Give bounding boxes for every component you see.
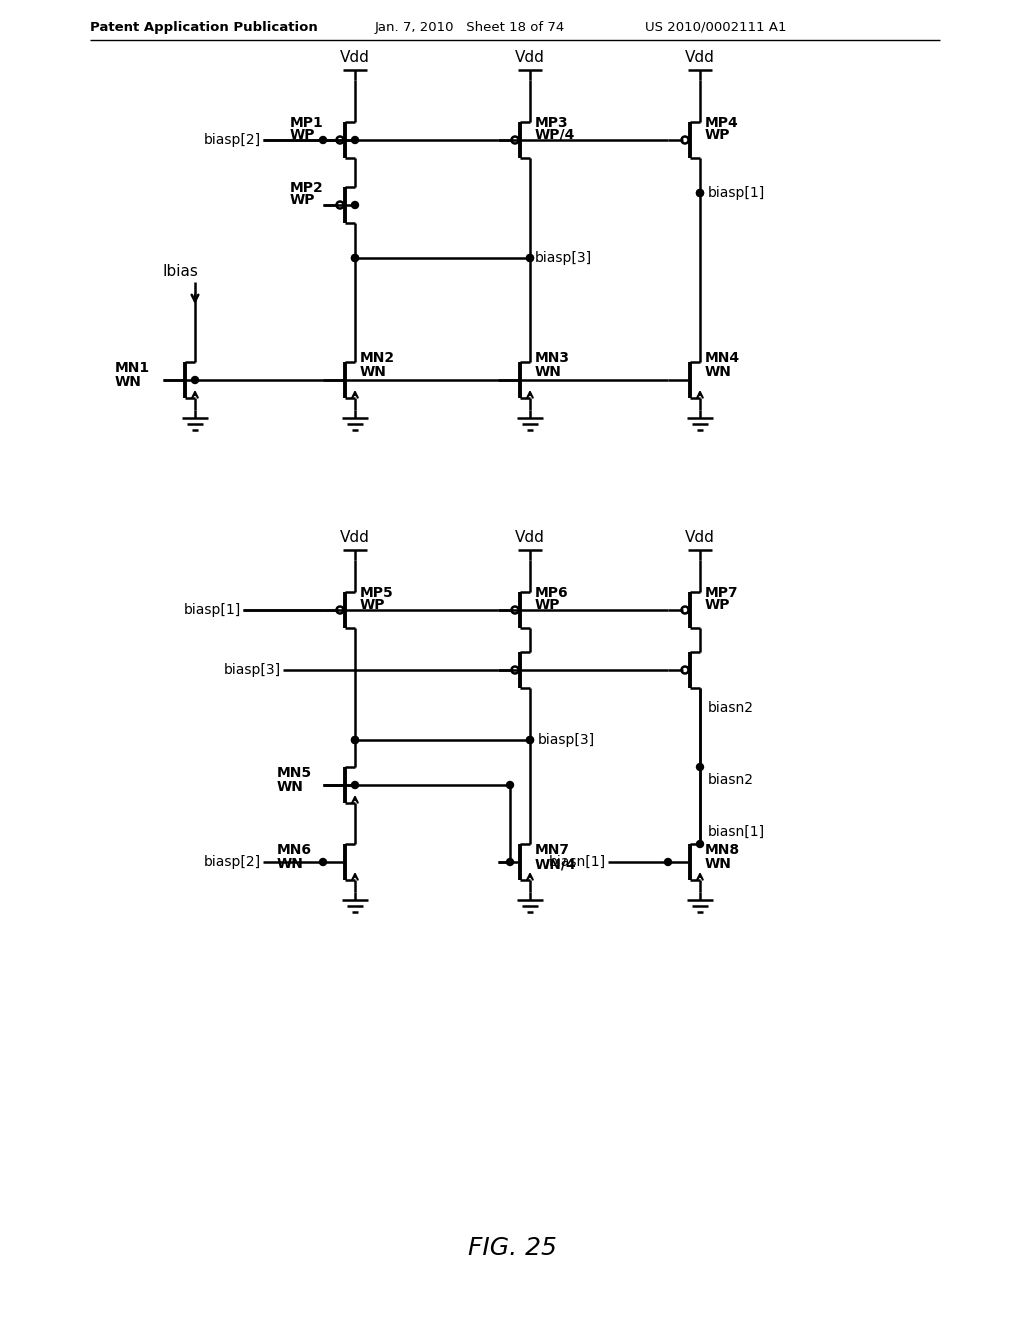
- Text: MP4: MP4: [705, 116, 738, 129]
- Text: biasn2: biasn2: [708, 774, 754, 787]
- Text: MN1: MN1: [115, 360, 151, 375]
- Text: biasn[1]: biasn[1]: [708, 825, 765, 840]
- Text: Vdd: Vdd: [340, 531, 370, 545]
- Text: biasp[3]: biasp[3]: [535, 251, 592, 265]
- Text: Vdd: Vdd: [515, 531, 545, 545]
- Text: Vdd: Vdd: [515, 50, 545, 66]
- Text: WP: WP: [705, 598, 730, 612]
- Text: biasp[2]: biasp[2]: [204, 855, 261, 869]
- Text: WP: WP: [290, 193, 315, 207]
- Circle shape: [696, 190, 703, 197]
- Text: FIG. 25: FIG. 25: [468, 1236, 556, 1261]
- Text: biasp[1]: biasp[1]: [708, 186, 765, 201]
- Circle shape: [526, 255, 534, 261]
- Circle shape: [351, 737, 358, 743]
- Text: US 2010/0002111 A1: US 2010/0002111 A1: [645, 21, 786, 33]
- Text: Vdd: Vdd: [685, 531, 715, 545]
- Text: WP: WP: [705, 128, 730, 143]
- Text: MN7: MN7: [535, 843, 570, 857]
- Text: biasp[1]: biasp[1]: [183, 603, 241, 616]
- Circle shape: [351, 136, 358, 144]
- Text: MP3: MP3: [535, 116, 568, 129]
- Text: biasp[3]: biasp[3]: [224, 663, 281, 677]
- Text: WN: WN: [705, 857, 732, 871]
- Text: WN: WN: [535, 366, 562, 379]
- Text: biasp[3]: biasp[3]: [538, 733, 595, 747]
- Text: WP: WP: [360, 598, 385, 612]
- Text: Patent Application Publication: Patent Application Publication: [90, 21, 317, 33]
- Circle shape: [351, 202, 358, 209]
- Text: WP: WP: [290, 128, 315, 143]
- Text: WN: WN: [278, 780, 304, 795]
- Circle shape: [191, 376, 199, 384]
- Circle shape: [507, 781, 513, 788]
- Text: Ibias: Ibias: [163, 264, 199, 280]
- Text: MP1: MP1: [290, 116, 324, 129]
- Text: MN8: MN8: [705, 843, 740, 857]
- Text: MN4: MN4: [705, 351, 740, 366]
- Circle shape: [507, 858, 513, 866]
- Circle shape: [696, 763, 703, 771]
- Text: MN5: MN5: [278, 766, 312, 780]
- Circle shape: [696, 841, 703, 847]
- Text: biasp[2]: biasp[2]: [204, 133, 261, 147]
- Circle shape: [526, 737, 534, 743]
- Text: MP2: MP2: [290, 181, 324, 195]
- Text: WN: WN: [705, 366, 732, 379]
- Text: Vdd: Vdd: [685, 50, 715, 66]
- Circle shape: [526, 255, 534, 261]
- Text: MP7: MP7: [705, 586, 738, 601]
- Text: MN2: MN2: [360, 351, 395, 366]
- Circle shape: [665, 858, 672, 866]
- Text: MP6: MP6: [535, 586, 568, 601]
- Text: WN: WN: [115, 375, 142, 389]
- Circle shape: [696, 190, 703, 197]
- Circle shape: [351, 781, 358, 788]
- Circle shape: [526, 737, 534, 743]
- Text: WN/4: WN/4: [535, 857, 577, 871]
- Text: WN: WN: [278, 857, 304, 871]
- Text: Vdd: Vdd: [340, 50, 370, 66]
- Text: biasn[1]: biasn[1]: [549, 855, 606, 869]
- Text: biasn2: biasn2: [708, 701, 754, 715]
- Text: MP5: MP5: [360, 586, 394, 601]
- Circle shape: [351, 255, 358, 261]
- Circle shape: [351, 737, 358, 743]
- Text: MN6: MN6: [278, 843, 312, 857]
- Text: WP: WP: [535, 598, 560, 612]
- Circle shape: [319, 136, 327, 144]
- Circle shape: [319, 858, 327, 866]
- Text: WN: WN: [360, 366, 387, 379]
- Text: MN3: MN3: [535, 351, 570, 366]
- Text: Jan. 7, 2010   Sheet 18 of 74: Jan. 7, 2010 Sheet 18 of 74: [375, 21, 565, 33]
- Circle shape: [351, 255, 358, 261]
- Text: WP/4: WP/4: [535, 128, 575, 143]
